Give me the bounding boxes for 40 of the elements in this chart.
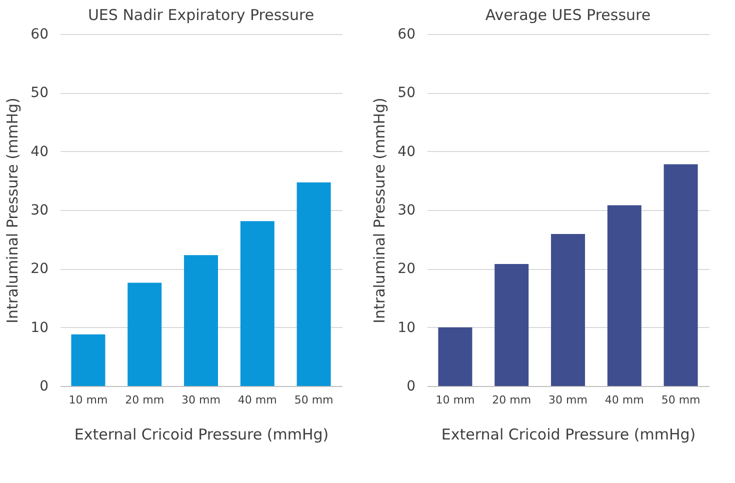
y-tick-label: 20 [398, 261, 416, 278]
x-tick-label: 30 mm [182, 394, 220, 406]
y-axis-title: Intraluminal Pressure (mmHg) [370, 98, 389, 324]
y-tick-label: 50 [30, 85, 48, 102]
y-tick-label: 40 [398, 144, 416, 160]
bar [296, 182, 331, 386]
x-tick-label: 20 mm [492, 394, 532, 406]
bar [664, 164, 698, 386]
x-tick-label: 10 mm [436, 394, 475, 406]
y-tick-label: 0 [40, 378, 48, 394]
bar [184, 255, 218, 386]
chart-title: Average UES Pressure [485, 6, 651, 24]
x-tick-label: 30 mm [548, 394, 588, 406]
y-tick-label: 50 [398, 85, 416, 102]
x-tick-label: 40 mm [604, 394, 644, 406]
x-tick-label: 10 mm [68, 394, 108, 406]
chart-title: UES Nadir Expiratory Pressure [88, 6, 314, 24]
y-tick-label: 10 [30, 320, 48, 336]
x-axis-title: External Cricoid Pressure (mmHg) [74, 426, 329, 444]
y-tick-label: 30 [30, 202, 48, 218]
x-axis-title: External Cricoid Pressure (mmHg) [441, 426, 696, 444]
bar [438, 327, 472, 386]
bar [607, 205, 642, 386]
y-tick-label: 30 [398, 202, 416, 218]
bar [128, 282, 162, 386]
y-tick-label: 40 [30, 144, 48, 160]
x-tick-label: 50 mm [661, 394, 700, 406]
y-tick-label: 10 [398, 320, 416, 336]
x-tick-label: 20 mm [125, 394, 164, 406]
bar [240, 221, 274, 386]
x-tick-label: 40 mm [238, 394, 277, 406]
bar [551, 234, 585, 386]
y-tick-label: 60 [398, 26, 416, 42]
x-tick-label: 50 mm [294, 394, 334, 406]
y-tick-label: 0 [406, 378, 416, 394]
y-tick-label: 60 [30, 26, 48, 42]
bar [71, 334, 106, 386]
bar [494, 264, 529, 386]
y-tick-label: 20 [30, 261, 48, 278]
y-axis-title: Intraluminal Pressure (mmHg) [4, 98, 22, 324]
